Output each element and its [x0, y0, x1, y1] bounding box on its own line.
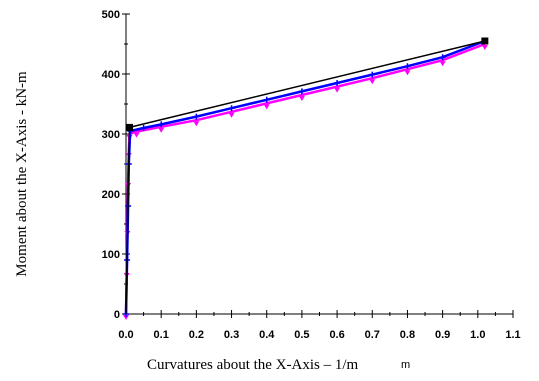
data-point: [369, 71, 376, 78]
data-point: [158, 127, 165, 133]
x-axis-title: Curvatures about the X-Axis – 1/m: [147, 357, 359, 373]
x-tick-label: 0.7: [365, 329, 380, 341]
series-2: [125, 37, 489, 315]
data-point: [228, 112, 235, 118]
data-point: [439, 54, 446, 61]
series-line: [125, 40, 486, 315]
data-point: [298, 88, 305, 95]
y-tick-label: 100: [102, 249, 120, 261]
x-tick-label: 0.0: [118, 329, 133, 341]
x-tick-label: 0.8: [400, 329, 415, 341]
series-1: [123, 38, 488, 317]
data-point: [126, 123, 134, 131]
x-tick-label: 0.6: [329, 329, 344, 341]
x-tick-label: 0.3: [224, 329, 239, 341]
x-tick-label: 0.2: [189, 329, 204, 341]
series-layer: [123, 37, 489, 320]
y-tick-label: 500: [102, 9, 120, 21]
axes: 0.0 0.1 0.2 0.3 0.4 0.5 0.6 0.7 0.8 0.9 1.0 1.1 0 100…: [102, 9, 521, 341]
data-point: [404, 70, 411, 76]
y-tick-label: 300: [102, 129, 120, 141]
data-point: [193, 113, 200, 120]
data-point: [193, 121, 200, 127]
corner-mark: m: [401, 359, 410, 371]
data-point: [158, 121, 165, 128]
y-tick-label: 0: [114, 309, 120, 321]
data-point: [263, 104, 270, 110]
data-point: [439, 61, 446, 67]
data-point: [481, 37, 489, 45]
x-tick-label: 1.1: [505, 329, 520, 341]
data-point: [133, 132, 140, 138]
data-point: [404, 63, 411, 70]
x-tick-label: 0.1: [154, 329, 169, 341]
y-tick-label: 200: [102, 189, 120, 201]
x-tick-label: 0.5: [294, 329, 309, 341]
series-line: [124, 39, 486, 315]
x-tick-label: 0.4: [259, 329, 275, 341]
data-point: [298, 96, 305, 101]
data-point: [481, 45, 488, 50]
data-point: [334, 80, 341, 86]
y-tick-label: 400: [102, 69, 120, 81]
data-point: [228, 105, 235, 112]
y-axis-title: Moment about the X-Axis - kN-m: [14, 71, 30, 277]
data-point: [369, 79, 376, 85]
data-point: [263, 96, 270, 103]
x-tick-label: 0.9: [435, 329, 450, 341]
data-point: [334, 87, 341, 93]
data-point: [140, 125, 147, 131]
x-tick-label: 1.0: [470, 329, 485, 341]
data-point: [123, 315, 129, 320]
